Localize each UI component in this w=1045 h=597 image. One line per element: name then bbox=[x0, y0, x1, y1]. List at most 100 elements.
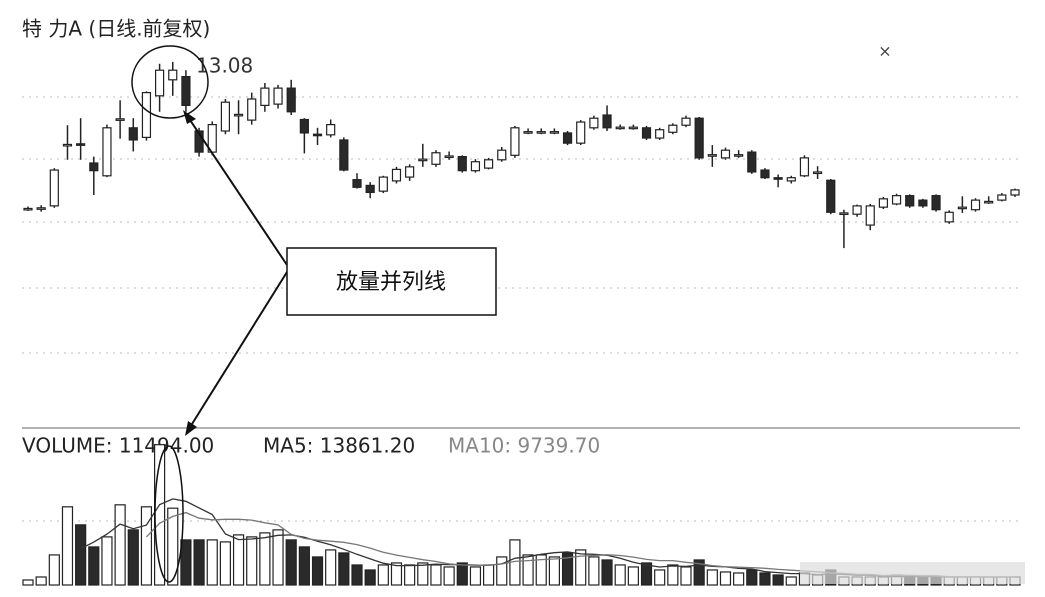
arrow bbox=[186, 271, 288, 433]
volume-bar bbox=[101, 536, 113, 586]
candle-body bbox=[549, 131, 560, 134]
volume-bar bbox=[219, 541, 231, 586]
candle-body bbox=[562, 132, 573, 144]
candle-body bbox=[62, 143, 73, 147]
candle-body bbox=[391, 168, 402, 182]
volume-bar bbox=[272, 529, 284, 586]
candle-body bbox=[405, 166, 415, 178]
volume-bar bbox=[746, 569, 758, 586]
candle-body bbox=[918, 199, 928, 207]
volume-bar bbox=[601, 559, 613, 586]
candle-body bbox=[444, 155, 454, 159]
candle-body bbox=[984, 200, 994, 204]
volume-bar bbox=[561, 552, 574, 586]
candle-body bbox=[470, 161, 481, 172]
candle-body bbox=[681, 117, 691, 126]
arrow bbox=[185, 113, 288, 266]
volume-bar bbox=[614, 564, 626, 586]
candle-body bbox=[615, 126, 625, 130]
volume-bar bbox=[285, 539, 297, 586]
candle-body bbox=[602, 114, 612, 129]
candle-body bbox=[115, 118, 125, 121]
volume-bar bbox=[75, 524, 87, 586]
volume-bar bbox=[496, 556, 508, 586]
candle-body bbox=[944, 211, 954, 223]
volume-bar bbox=[654, 569, 666, 586]
candle-body bbox=[510, 127, 520, 156]
candle-body bbox=[576, 121, 586, 144]
volume-bar bbox=[667, 564, 679, 586]
candle-body bbox=[641, 127, 652, 139]
volume-bar bbox=[772, 574, 784, 586]
volume-bar bbox=[48, 554, 60, 586]
volume-bar bbox=[22, 579, 34, 586]
candle-body bbox=[128, 127, 138, 141]
close-button[interactable]: × bbox=[878, 42, 891, 61]
volume-bar bbox=[706, 569, 718, 586]
candle-body bbox=[865, 205, 875, 226]
volume-bar bbox=[167, 507, 179, 586]
arrow-head bbox=[183, 110, 196, 124]
volume-bar bbox=[522, 554, 534, 586]
candle-body bbox=[589, 117, 599, 129]
candle-body bbox=[194, 130, 204, 153]
candle-body bbox=[457, 156, 467, 172]
volume-bar bbox=[114, 504, 126, 586]
candle-body bbox=[378, 176, 388, 192]
candle-body bbox=[312, 133, 323, 137]
candle-body bbox=[878, 198, 889, 208]
volume-bar bbox=[483, 564, 495, 586]
candle-body bbox=[141, 91, 152, 138]
candle-body bbox=[720, 149, 731, 159]
volume-bar bbox=[693, 559, 705, 586]
candle-body bbox=[220, 101, 230, 132]
volume-bar bbox=[456, 562, 468, 586]
volume-bar bbox=[377, 564, 389, 586]
volume-bar bbox=[127, 529, 139, 586]
callouts: 放量并列线 bbox=[131, 45, 497, 583]
candle-body bbox=[747, 151, 757, 173]
volume-bar bbox=[548, 556, 561, 586]
candle-body bbox=[365, 184, 375, 194]
candle-body bbox=[299, 118, 309, 134]
grid bbox=[22, 96, 1020, 522]
candle-body bbox=[931, 195, 941, 211]
candle-body bbox=[247, 98, 257, 121]
volume-bar bbox=[311, 556, 324, 586]
volume-bar bbox=[364, 569, 376, 586]
candle-body bbox=[786, 177, 796, 182]
volume-bar bbox=[193, 539, 205, 586]
candle-body bbox=[102, 127, 112, 177]
volume-bar bbox=[785, 576, 797, 586]
candle-body bbox=[628, 126, 638, 130]
candle-body bbox=[707, 154, 717, 157]
volume-bar bbox=[417, 562, 429, 586]
volume-bar bbox=[259, 532, 271, 586]
candle-body bbox=[484, 159, 494, 169]
volume-bar bbox=[88, 546, 100, 586]
candle-body bbox=[339, 139, 349, 171]
highlight-ellipse bbox=[154, 445, 184, 583]
volume-bar bbox=[430, 564, 442, 586]
volume-bar bbox=[325, 549, 337, 586]
candle-body bbox=[970, 199, 981, 211]
candle-body bbox=[431, 152, 441, 165]
candle-body bbox=[668, 124, 678, 133]
volume-bar bbox=[35, 576, 47, 586]
candle-body bbox=[760, 169, 770, 179]
volume-bar bbox=[298, 546, 310, 586]
candle-body bbox=[905, 195, 915, 207]
chart-title: 特 力A (日线.前复权) bbox=[22, 17, 210, 41]
candle-body bbox=[36, 207, 46, 210]
candle-body bbox=[286, 87, 296, 113]
volume-bar bbox=[206, 539, 218, 586]
volume-bar bbox=[627, 566, 639, 586]
volume-bar bbox=[390, 562, 403, 586]
volume-bar bbox=[575, 549, 587, 586]
candle-body bbox=[812, 171, 823, 175]
marks bbox=[22, 61, 1021, 586]
volume-bar bbox=[232, 534, 245, 586]
candle-body bbox=[497, 149, 507, 161]
